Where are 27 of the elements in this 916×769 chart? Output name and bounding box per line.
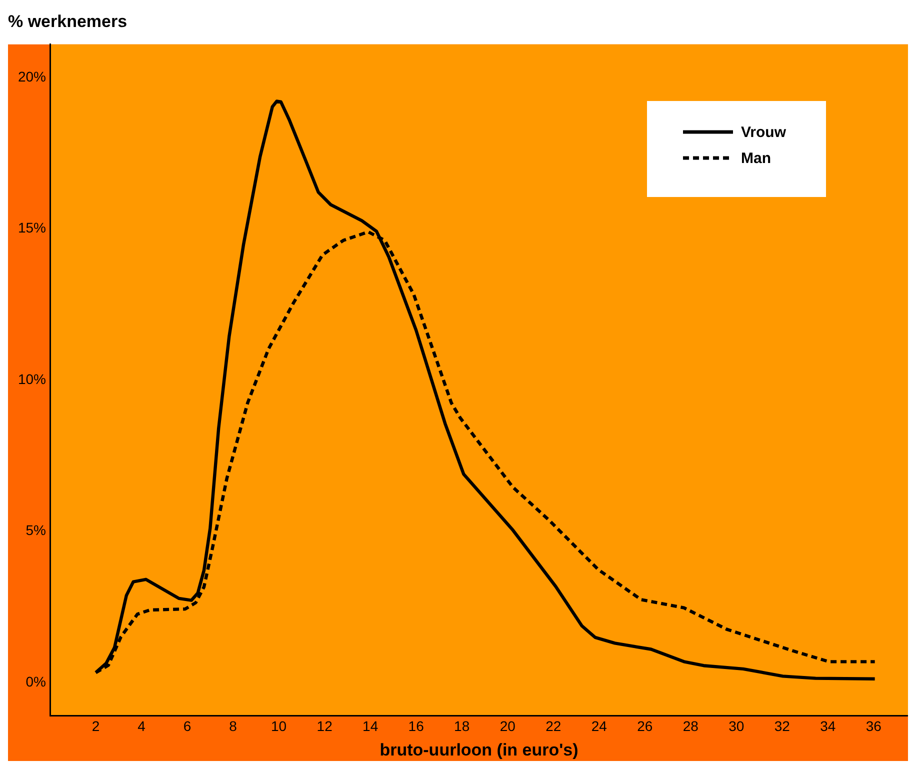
x-tick-label: 32 <box>774 718 790 734</box>
x-tick-label: 16 <box>408 718 424 734</box>
y-tick-label: 10% <box>18 370 46 387</box>
y-tick-label: 0% <box>26 673 46 690</box>
legend-label: Vrouw <box>740 124 786 140</box>
x-tick-label: 28 <box>682 718 699 734</box>
x-tick-label: 12 <box>316 718 333 734</box>
chart-title: % werknemers <box>8 12 128 31</box>
y-tick-label: 5% <box>26 522 46 538</box>
x-tick-label: 30 <box>728 718 744 734</box>
x-tick-label: 2 <box>92 718 100 734</box>
y-tick-label: 20% <box>18 68 46 85</box>
x-tick-label: 18 <box>454 718 470 734</box>
legend-label: Man <box>740 150 771 166</box>
x-tick-label: 22 <box>546 718 562 734</box>
x-tick-label: 10 <box>271 718 287 734</box>
x-tick-label: 6 <box>183 718 192 734</box>
x-tick-label: 26 <box>637 718 653 734</box>
x-tick-label: 8 <box>229 718 238 734</box>
x-tick-label: 14 <box>362 718 378 734</box>
y-tick-label: 15% <box>18 220 46 236</box>
x-tick-label: 4 <box>138 718 146 734</box>
x-tick-label: 34 <box>820 718 836 734</box>
x-axis-title: bruto-uurloon (in euro's) <box>380 740 578 760</box>
x-tick-label: 24 <box>591 718 608 734</box>
x-tick-label: 20 <box>500 718 516 734</box>
x-tick-label: 36 <box>866 718 882 734</box>
